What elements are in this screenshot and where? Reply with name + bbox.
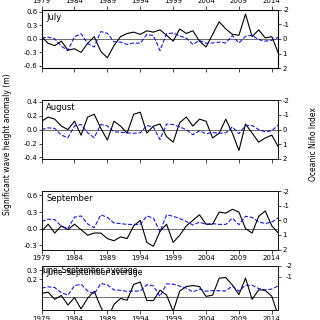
- Text: June–September average: June–September average: [42, 266, 138, 275]
- Text: Significant wave height anomaly (m): Significant wave height anomaly (m): [3, 73, 12, 215]
- Text: June–September average: June–September average: [46, 268, 143, 277]
- Text: Oceanic Niño Index: Oceanic Niño Index: [309, 107, 318, 181]
- Text: August: August: [46, 103, 76, 112]
- Text: July: July: [46, 12, 61, 21]
- Text: September: September: [46, 194, 93, 203]
